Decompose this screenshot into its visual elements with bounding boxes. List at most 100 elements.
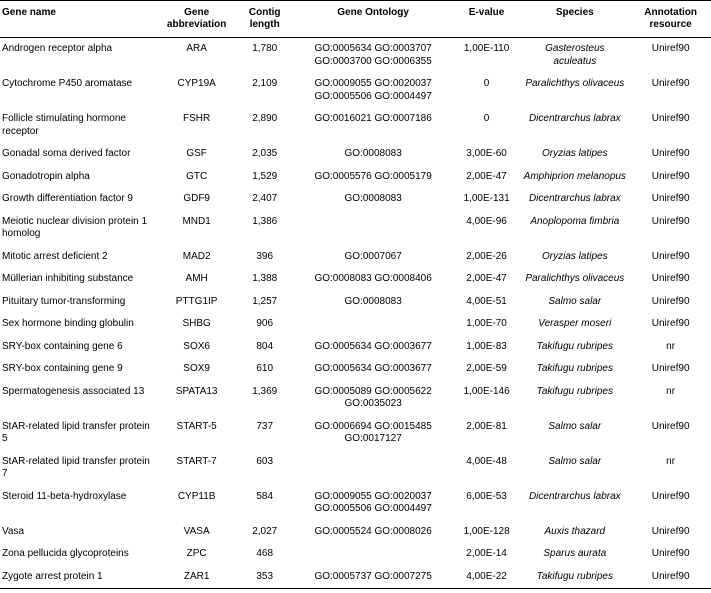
cell-length: 1,369 [237, 381, 292, 416]
cell-abbrev: MAD2 [156, 246, 237, 269]
table-row: StAR-related lipid transfer protein 7STA… [0, 451, 711, 486]
cell-abbrev: ZAR1 [156, 566, 237, 589]
cell-resource: nr [630, 381, 711, 416]
cell-species: Dicentrarchus labrax [519, 108, 630, 143]
cell-species: Verasper moseri [519, 313, 630, 336]
cell-gene-name: Spermatogenesis associated 13 [0, 381, 156, 416]
cell-resource: Uniref90 [630, 143, 711, 166]
cell-evalue: 4,00E-48 [454, 451, 520, 486]
cell-evalue: 1,00E-70 [454, 313, 520, 336]
cell-length: 2,035 [237, 143, 292, 166]
cell-length: 603 [237, 451, 292, 486]
cell-species: Paralichthys olivaceus [519, 73, 630, 108]
cell-gene-name: Zona pellucida glycoproteins [0, 543, 156, 566]
cell-gene-name: Cytochrome P450 aromatase [0, 73, 156, 108]
cell-length: 804 [237, 336, 292, 359]
cell-evalue: 1,00E-128 [454, 521, 520, 544]
cell-gene-name: Follicle stimulating hormone receptor [0, 108, 156, 143]
col-evalue: E-value [454, 1, 520, 38]
cell-abbrev: VASA [156, 521, 237, 544]
cell-species: Dicentrarchus labrax [519, 188, 630, 211]
cell-gene-name: Sex hormone binding globulin [0, 313, 156, 336]
cell-species: Sparus aurata [519, 543, 630, 566]
cell-go: GO:0016021 GO:0007186 [292, 108, 453, 143]
cell-species: Amphiprion melanopus [519, 166, 630, 189]
cell-length: 2,109 [237, 73, 292, 108]
cell-resource: Uniref90 [630, 521, 711, 544]
cell-resource: Uniref90 [630, 566, 711, 589]
cell-resource: Uniref90 [630, 358, 711, 381]
table-row: Growth differentiation factor 9GDF92,407… [0, 188, 711, 211]
cell-evalue: 2,00E-26 [454, 246, 520, 269]
cell-evalue: 1,00E-131 [454, 188, 520, 211]
cell-evalue: 2,00E-14 [454, 543, 520, 566]
cell-species: Salmo salar [519, 451, 630, 486]
col-gene-ontology: Gene Ontology [292, 1, 453, 38]
cell-abbrev: AMH [156, 268, 237, 291]
cell-gene-name: StAR-related lipid transfer protein 7 [0, 451, 156, 486]
cell-go: GO:0008083 [292, 188, 453, 211]
cell-go: GO:0005634 GO:0003677 [292, 336, 453, 359]
col-gene-abbrev: Gene abbreviation [156, 1, 237, 38]
cell-length: 1,780 [237, 38, 292, 74]
table-row: SRY-box containing gene 6SOX6804GO:00056… [0, 336, 711, 359]
table-row: Gonadal soma derived factorGSF2,035GO:00… [0, 143, 711, 166]
cell-resource: nr [630, 451, 711, 486]
cell-species: Salmo salar [519, 416, 630, 451]
cell-gene-name: Androgen receptor alpha [0, 38, 156, 74]
cell-resource: Uniref90 [630, 313, 711, 336]
cell-resource: Uniref90 [630, 416, 711, 451]
cell-species: Paralichthys olivaceus [519, 268, 630, 291]
table-row: Meiotic nuclear division protein 1 homol… [0, 211, 711, 246]
cell-length: 2,890 [237, 108, 292, 143]
table-header-row: Gene name Gene abbreviation Contig lengt… [0, 1, 711, 38]
cell-resource: Uniref90 [630, 486, 711, 521]
cell-species: Takifugu rubripes [519, 336, 630, 359]
cell-abbrev: START-5 [156, 416, 237, 451]
cell-go: GO:0009055 GO:0020037 GO:0005506 GO:0004… [292, 486, 453, 521]
cell-gene-name: SRY-box containing gene 6 [0, 336, 156, 359]
cell-abbrev: SPATA13 [156, 381, 237, 416]
col-gene-name: Gene name [0, 1, 156, 38]
cell-gene-name: Steroid 11-beta-hydroxylase [0, 486, 156, 521]
cell-evalue: 2,00E-81 [454, 416, 520, 451]
cell-abbrev: SOX9 [156, 358, 237, 381]
cell-species: Gasterosteus aculeatus [519, 38, 630, 74]
cell-species: Anoplopoma fimbria [519, 211, 630, 246]
cell-go: GO:0005524 GO:0008026 [292, 521, 453, 544]
cell-abbrev: ARA [156, 38, 237, 74]
cell-gene-name: Growth differentiation factor 9 [0, 188, 156, 211]
cell-evalue: 1,00E-110 [454, 38, 520, 74]
cell-length: 2,027 [237, 521, 292, 544]
cell-length: 584 [237, 486, 292, 521]
cell-gene-name: Müllerian inhibiting substance [0, 268, 156, 291]
cell-species: Oryzias latipes [519, 143, 630, 166]
gene-annotation-table: Gene name Gene abbreviation Contig lengt… [0, 0, 711, 589]
table-row: SRY-box containing gene 9SOX9610GO:00056… [0, 358, 711, 381]
cell-abbrev: ZPC [156, 543, 237, 566]
cell-evalue: 3,00E-60 [454, 143, 520, 166]
table-row: VasaVASA2,027GO:0005524 GO:00080261,00E-… [0, 521, 711, 544]
col-species: Species [519, 1, 630, 38]
cell-abbrev: CYP11B [156, 486, 237, 521]
cell-abbrev: GDF9 [156, 188, 237, 211]
cell-go: GO:0007067 [292, 246, 453, 269]
cell-resource: Uniref90 [630, 108, 711, 143]
table-row: Follicle stimulating hormone receptorFSH… [0, 108, 711, 143]
cell-gene-name: Mitotic arrest deficient 2 [0, 246, 156, 269]
cell-length: 468 [237, 543, 292, 566]
cell-go [292, 313, 453, 336]
cell-go: GO:0009055 GO:0020037 GO:0005506 GO:0004… [292, 73, 453, 108]
cell-species: Dicentrarchus labrax [519, 486, 630, 521]
cell-go [292, 451, 453, 486]
table-row: Gonadotropin alphaGTC1,529GO:0005576 GO:… [0, 166, 711, 189]
cell-gene-name: Gonadotropin alpha [0, 166, 156, 189]
cell-gene-name: Zygote arrest protein 1 [0, 566, 156, 589]
cell-abbrev: GTC [156, 166, 237, 189]
cell-resource: Uniref90 [630, 73, 711, 108]
cell-length: 396 [237, 246, 292, 269]
cell-go [292, 211, 453, 246]
cell-species: Salmo salar [519, 291, 630, 314]
cell-gene-name: Pituitary tumor-transforming [0, 291, 156, 314]
cell-resource: nr [630, 336, 711, 359]
